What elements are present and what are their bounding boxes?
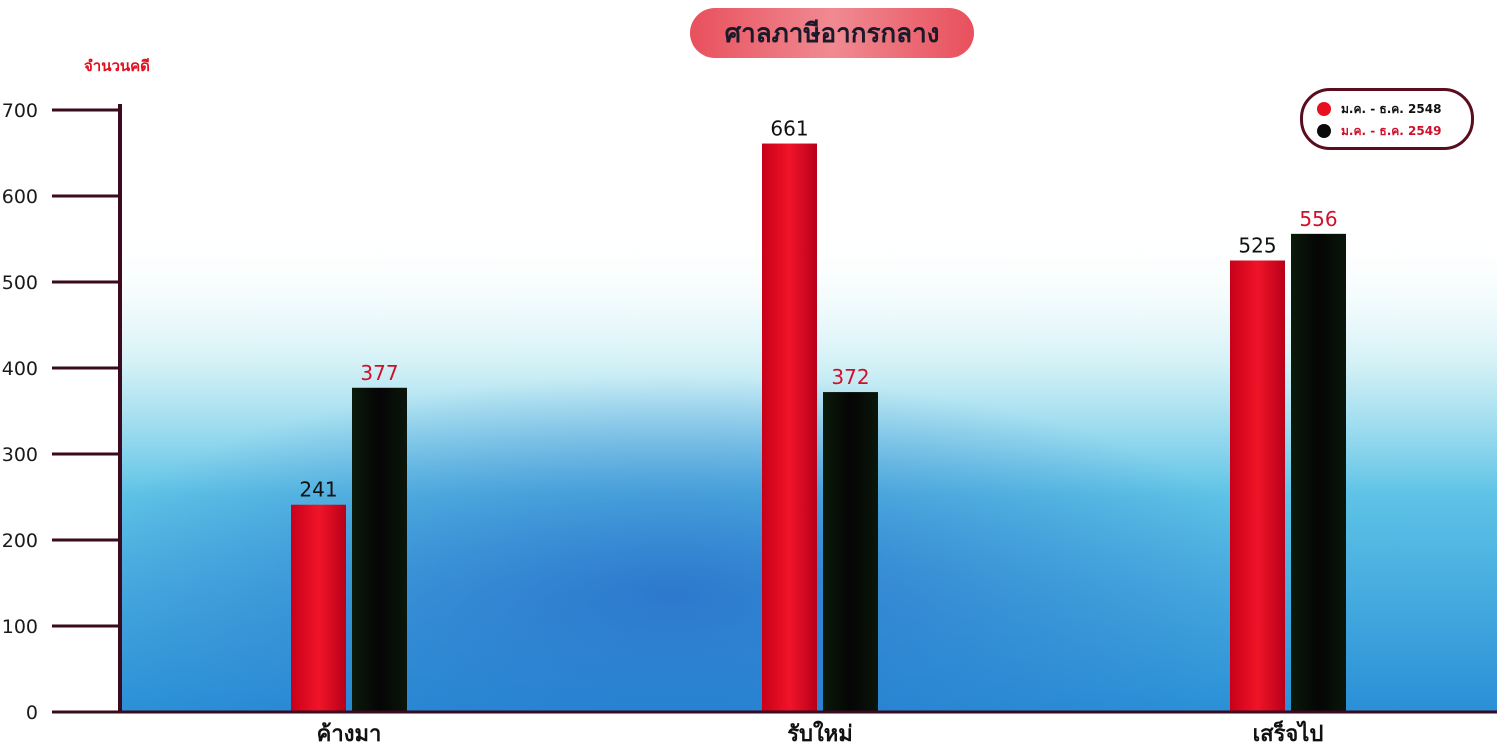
- y-tick-label: 700: [2, 100, 38, 122]
- bar-value-label: 556: [1299, 207, 1337, 231]
- bar-เสร็จไป-0: [1230, 260, 1285, 712]
- chart-title: ศาลภาษีอากรกลาง: [724, 18, 940, 49]
- bar-value-label: 525: [1238, 234, 1276, 258]
- legend-label-2549: ม.ค. - ธ.ค. 2549: [1341, 123, 1442, 138]
- y-tick-label: 600: [2, 186, 38, 208]
- legend-swatch-2548: [1317, 102, 1331, 116]
- bar-value-label: 661: [770, 117, 808, 141]
- bar-value-label: 372: [831, 365, 869, 389]
- legend-label-2548: ม.ค. - ธ.ค. 2548: [1341, 101, 1442, 116]
- x-category-label: ค้างมา: [317, 722, 382, 746]
- bar-value-label: 241: [299, 478, 337, 502]
- y-tick-label: 100: [2, 616, 38, 638]
- legend-swatch-2549: [1317, 124, 1331, 138]
- legend-item-2548: ม.ค. - ธ.ค. 2548: [1317, 99, 1441, 119]
- legend: ม.ค. - ธ.ค. 2548 ม.ค. - ธ.ค. 2549: [1300, 88, 1474, 150]
- y-tick-label: 200: [2, 530, 38, 552]
- y-tick-label: 300: [2, 444, 38, 466]
- x-category-label: รับใหม่: [787, 720, 853, 746]
- y-axis-label: จำนวนคดี: [84, 57, 150, 75]
- bar-ค้างมา-0: [291, 504, 346, 712]
- chart-title-pill: ศาลภาษีอากรกลาง: [690, 8, 974, 58]
- legend-item-2549: ม.ค. - ธ.ค. 2549: [1317, 121, 1441, 141]
- bar-value-label: 377: [360, 361, 398, 385]
- y-tick-label: 400: [2, 358, 38, 380]
- y-tick-label: 500: [2, 272, 38, 294]
- x-category-label: เสร็จไป: [1253, 719, 1324, 746]
- y-tick-label: 0: [26, 702, 38, 724]
- bar-เสร็จไป-1: [1291, 233, 1346, 712]
- bar-รับใหม่-0: [762, 143, 817, 713]
- bar-ค้างมา-1: [352, 387, 407, 712]
- bar-รับใหม่-1: [823, 392, 878, 712]
